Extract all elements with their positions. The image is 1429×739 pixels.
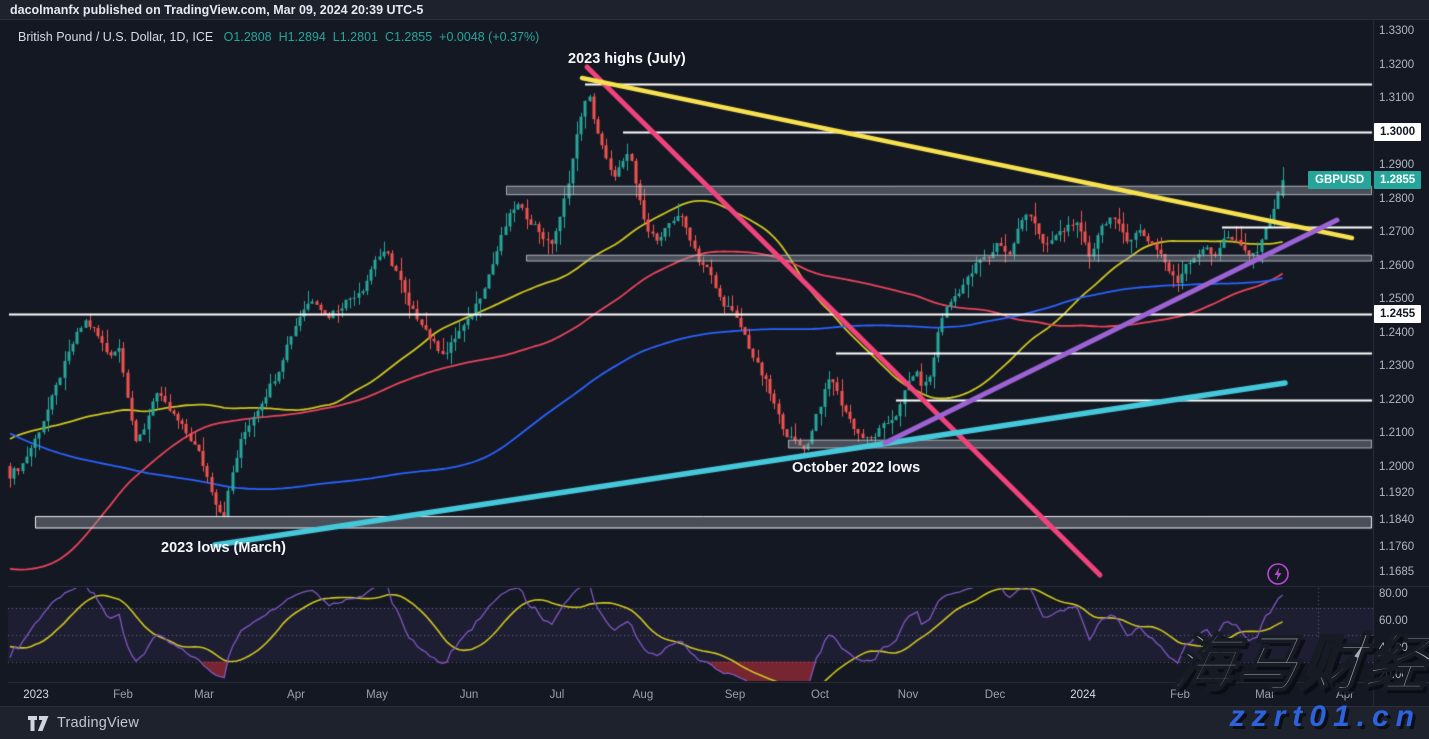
price-tick-1.2400: 1.2400: [1379, 326, 1415, 339]
time-tick-May: May: [366, 689, 388, 701]
price-tick-1.1920: 1.1920: [1379, 487, 1415, 500]
symbol-legend[interactable]: British Pound / U.S. Dollar, 1D, ICE O1.…: [18, 30, 539, 44]
time-tick-Jul: Jul: [549, 689, 565, 701]
ohlc-low: 1.2801: [339, 30, 378, 44]
time-tick-Mar: Mar: [1255, 689, 1275, 701]
time-tick-Apr: Apr: [1336, 689, 1354, 701]
price-tick-1.2000: 1.2000: [1379, 460, 1415, 473]
watermark-url: zzrt01.cn: [1229, 700, 1421, 733]
time-tick-2024: 2024: [1070, 689, 1096, 701]
time-tick-Feb: Feb: [113, 689, 133, 701]
ohlc-low-label: L: [332, 30, 340, 44]
annotation-2023-lows: 2023 lows (March): [161, 540, 286, 556]
watermark-chinese: 海马财经: [1168, 629, 1429, 700]
time-tick-Sep: Sep: [724, 689, 746, 701]
time-tick-Apr: Apr: [287, 689, 305, 701]
ohlc-change: +0.0048 (+0.37%): [439, 30, 540, 44]
price-tick-1.2900: 1.2900: [1379, 159, 1415, 171]
annotation-october-2022-lows: October 2022 lows: [792, 460, 921, 476]
footer-bar: TradingView: [0, 706, 1429, 739]
price-badge-1-2455: 1.2455: [1374, 305, 1422, 324]
ohlc-close: 1.2855: [393, 30, 433, 44]
price-tick-1.2100: 1.2100: [1379, 427, 1415, 439]
price-tick-1.1685: 1.1685: [1379, 566, 1415, 579]
time-tick-Dec: Dec: [984, 689, 1006, 701]
price-tick-1.2600: 1.2600: [1379, 259, 1415, 272]
tradingview-brand-text[interactable]: TradingView: [57, 715, 139, 731]
price-tick-1.3100: 1.3100: [1379, 92, 1415, 104]
publish-header: dacolmanfx published on TradingView.com,…: [0, 0, 1429, 20]
time-tick-2023: 2023: [23, 689, 49, 701]
time-tick-Jun: Jun: [459, 689, 479, 701]
price-tick-1.2500: 1.2500: [1379, 293, 1415, 305]
time-tick-Feb: Feb: [1170, 689, 1190, 701]
price-tick-1.3200: 1.3200: [1379, 58, 1415, 71]
price-tick-1.3300: 1.3300: [1379, 25, 1415, 37]
rsi-tick-40: 40.00: [1379, 642, 1408, 654]
annotation-2023-highs: 2023 highs (July): [568, 51, 686, 67]
symbol-title: British Pound / U.S. Dollar, 1D, ICE: [18, 30, 214, 44]
last-price-badge: 1.2855: [1374, 171, 1422, 190]
price-tick-1.2800: 1.2800: [1379, 192, 1415, 205]
rsi-tick-80: 80.00: [1379, 588, 1408, 600]
tradingview-logo-icon[interactable]: [28, 715, 49, 731]
publish-header-text: dacolmanfx published on TradingView.com,…: [10, 3, 424, 17]
ohlc-open: 1.2808: [233, 30, 272, 44]
time-tick-Aug: Aug: [632, 689, 654, 701]
boost-lightning-icon[interactable]: [1266, 562, 1290, 591]
ohlc-high: 1.2894: [287, 30, 326, 44]
price-tick-1.2300: 1.2300: [1379, 360, 1415, 372]
time-tick-Nov: Nov: [897, 689, 919, 701]
rsi-tick-60: 60.00: [1379, 615, 1408, 627]
price-badge-1-3000: 1.3000: [1374, 122, 1422, 141]
price-tick-1.2700: 1.2700: [1379, 226, 1415, 238]
price-tick-1.2200: 1.2200: [1379, 393, 1415, 406]
price-tick-1.1840: 1.1840: [1379, 514, 1415, 527]
price-tick-1.1760: 1.1760: [1379, 540, 1415, 553]
ohlc-high-label: H: [278, 30, 288, 44]
time-tick-Oct: Oct: [811, 689, 829, 701]
ohlc-open-label: O: [223, 30, 234, 44]
ohlc-close-label: C: [384, 30, 394, 44]
last-price-symbol-chip: GBPUSD: [1308, 171, 1372, 190]
rsi-tick-20: 20.00: [1379, 669, 1408, 681]
time-tick-Mar: Mar: [194, 689, 214, 701]
